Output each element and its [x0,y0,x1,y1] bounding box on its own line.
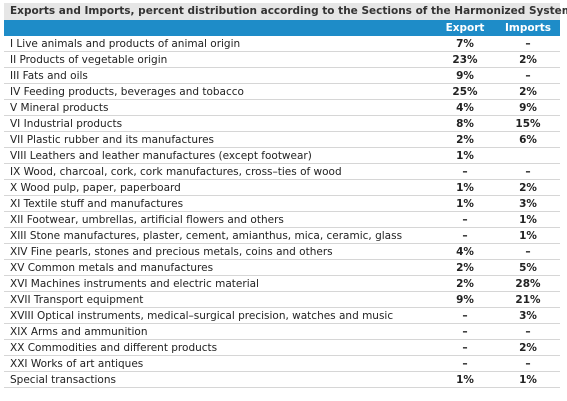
export-cell: 2% [456,134,474,146]
row-label: XVII Transport equipment [10,294,144,306]
imports-cell: 21% [515,294,541,306]
export-cell: 4% [456,102,474,114]
row-label: XI Textile stuff and manufactures [10,198,184,210]
imports-cell: – [525,166,531,178]
table-row: XII Footwear, umbrellas, artificial flow… [4,212,560,228]
table-row: V Mineral products 4% 9% [4,100,560,116]
imports-cell: 1% [519,214,537,226]
imports-cell: 2% [519,86,537,98]
export-cell: 1% [456,374,474,386]
row-label: XVIII Optical instruments, medical–surgi… [10,310,394,322]
imports-cell: 15% [515,118,541,130]
imports-cell: – [525,326,531,338]
imports-cell: 9% [519,102,537,114]
export-cell: 7% [456,38,474,50]
row-label: V Mineral products [10,102,109,114]
column-header: Imports [504,22,552,34]
table-row: XVII Transport equipment 9% 21% [4,292,560,308]
imports-cell: – [525,246,531,258]
export-cell: 25% [452,86,478,98]
row-label: XIV Fine pearls, stones and precious met… [10,246,333,258]
imports-cell: – [525,358,531,370]
export-cell: 8% [456,118,474,130]
row-label: XIX Arms and ammunition [10,326,148,338]
imports-cell: 3% [519,310,537,322]
row-label: XVI Machines instruments and electric ma… [10,278,259,290]
table-row: VII Plastic rubber and its manufactures 2… [4,132,560,148]
row-label: X Wood pulp, paper, paperboard [10,182,181,194]
export-cell: 2% [456,262,474,274]
table-row: XXI Works of art antiques – – [4,356,560,372]
imports-cell: 6% [519,134,537,146]
export-cell: – [462,214,468,226]
row-label: IX Wood, charcoal, cork, cork manufactur… [10,166,342,178]
imports-cell: 2% [519,342,537,354]
table-row: X Wood pulp, paper, paperboard 1% 2% [4,180,560,196]
export-cell: 1% [456,198,474,210]
table-row: XVIII Optical instruments, medical–surgi… [4,308,560,324]
export-cell: 9% [456,70,474,82]
export-cell: – [462,326,468,338]
row-label: XII Footwear, umbrellas, artificial flow… [10,214,284,226]
export-cell: – [462,310,468,322]
export-cell: – [462,358,468,370]
table-row: XI Textile stuff and manufactures 1% 3% [4,196,560,212]
table-row: I Live animals and products of animal or… [4,36,560,52]
row-label: I Live animals and products of animal or… [10,38,241,50]
table-row: VIII Leathers and leather manufactures (… [4,148,560,164]
table-row: XIII Stone manufactures, plaster, cement… [4,228,560,244]
table-row: XIV Fine pearls, stones and precious met… [4,244,560,260]
export-cell: 2% [456,278,474,290]
header-row: Export Imports [4,20,560,36]
export-cell: 1% [456,182,474,194]
header-spacer [4,20,434,36]
export-cell: – [462,342,468,354]
row-label: II Products of vegetable origin [10,54,168,66]
imports-cell: 1% [519,374,537,386]
table-body: I Live animals and products of animal or… [4,36,560,388]
table-row: VI Industrial products 8% 15% [4,116,560,132]
imports-cell: – [525,38,531,50]
row-label: VIII Leathers and leather manufactures (… [10,150,312,162]
table: Exports and Imports, percent distributio… [4,3,567,388]
row-label: VI Industrial products [10,118,123,130]
table-row: II Products of vegetable origin 23% 2% [4,52,560,68]
imports-cell: 28% [515,278,541,290]
table-row: XVI Machines instruments and electric ma… [4,276,560,292]
row-label: XX Commodities and different products [10,342,218,354]
table-row: Special transactions 1% 1% [4,372,560,388]
row-label: Special transactions [10,374,116,386]
table-title: Exports and Imports, percent distributio… [4,3,567,20]
export-cell: – [462,166,468,178]
table-row: XIX Arms and ammunition – – [4,324,560,340]
imports-cell [496,148,560,163]
table-row: XX Commodities and different products – 2% [4,340,560,356]
export-cell: 1% [456,150,474,162]
imports-cell: 5% [519,262,537,274]
imports-cell: – [525,70,531,82]
table-row: III Fats and oils 9% – [4,68,560,84]
row-label: VII Plastic rubber and its manufactures [10,134,215,146]
row-label: XXI Works of art antiques [10,358,144,370]
column-header: Export [445,22,485,34]
table-row: XV Common metals and manufactures 2% 5% [4,260,560,276]
row-label: XV Common metals and manufactures [10,262,214,274]
export-cell: – [462,230,468,242]
row-label: XIII Stone manufactures, plaster, cement… [10,230,403,242]
imports-cell: 3% [519,198,537,210]
export-cell: 4% [456,246,474,258]
table-row: IV Feeding products, beverages and tobac… [4,84,560,100]
row-label: III Fats and oils [10,70,88,82]
export-cell: 23% [452,54,478,66]
row-label: IV Feeding products, beverages and tobac… [10,86,244,98]
imports-cell: 1% [519,230,537,242]
export-cell: 9% [456,294,474,306]
imports-cell: 2% [519,54,537,66]
imports-cell: 2% [519,182,537,194]
table-row: IX Wood, charcoal, cork, cork manufactur… [4,164,560,180]
